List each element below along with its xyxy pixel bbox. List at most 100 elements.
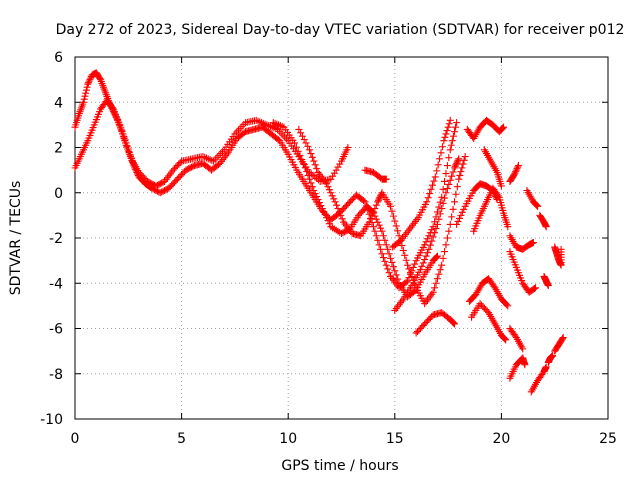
data-point — [542, 363, 550, 371]
x-tick-label: 10 — [279, 431, 297, 447]
data-point — [324, 217, 332, 225]
data-point — [441, 133, 449, 141]
data-point — [124, 145, 132, 153]
series-track-f — [361, 166, 390, 183]
data-point — [442, 189, 450, 197]
series-track-d — [295, 125, 469, 308]
data-point — [453, 159, 461, 167]
data-point — [504, 302, 512, 310]
data-point — [266, 122, 274, 130]
data-point — [258, 119, 266, 127]
data-point — [438, 205, 446, 213]
data-point — [423, 198, 431, 206]
data-point — [329, 172, 337, 180]
data-point — [125, 148, 133, 156]
data-point — [514, 163, 522, 171]
data-point — [332, 226, 340, 234]
data-point — [384, 245, 392, 253]
data-point — [269, 119, 277, 127]
data-point — [297, 129, 305, 137]
data-point — [532, 201, 540, 209]
data-point — [86, 76, 94, 84]
data-point — [500, 123, 508, 131]
data-point — [336, 160, 344, 168]
data-point — [382, 261, 390, 269]
data-point — [303, 168, 311, 176]
data-point — [404, 277, 412, 285]
data-point — [443, 162, 451, 170]
data-point — [307, 150, 315, 158]
data-point — [329, 224, 337, 232]
data-point — [500, 334, 508, 342]
data-point — [450, 164, 458, 172]
x-tick-label: 25 — [599, 431, 617, 447]
data-point — [387, 202, 395, 210]
data-point — [408, 272, 416, 280]
data-point — [382, 241, 390, 249]
data-point — [389, 263, 397, 271]
data-point — [446, 146, 454, 154]
data-point — [457, 211, 465, 219]
data-point — [425, 245, 433, 253]
data-point — [302, 139, 310, 147]
data-point — [433, 253, 441, 261]
data-point — [272, 125, 280, 133]
data-point — [426, 190, 434, 198]
data-points — [71, 69, 567, 396]
series-track-z — [551, 334, 567, 355]
data-point — [422, 238, 430, 246]
data-point — [559, 335, 567, 343]
data-point — [384, 265, 392, 273]
series-track-q — [506, 248, 540, 296]
data-point — [372, 201, 380, 209]
data-point — [311, 173, 319, 181]
data-point — [273, 120, 281, 128]
data-point — [296, 151, 304, 159]
data-point — [334, 205, 342, 213]
data-point — [392, 271, 400, 279]
data-point — [275, 121, 283, 129]
data-point — [292, 143, 300, 151]
data-point — [119, 130, 127, 138]
data-point — [401, 251, 409, 259]
series-track-l — [468, 300, 510, 344]
data-point — [450, 128, 458, 136]
data-point — [431, 229, 439, 237]
x-tick-label: 0 — [71, 431, 80, 447]
data-point — [127, 154, 135, 162]
data-point — [238, 122, 246, 130]
data-point — [423, 235, 431, 243]
data-point — [328, 192, 336, 200]
data-point — [372, 232, 380, 240]
data-point — [211, 155, 219, 163]
data-point — [314, 196, 322, 204]
data-point — [418, 262, 426, 270]
data-point — [311, 190, 319, 198]
data-point — [494, 192, 502, 200]
data-point — [270, 124, 278, 132]
series-track-b — [71, 96, 352, 190]
data-point — [429, 233, 437, 241]
y-tick-label: -8 — [49, 367, 63, 383]
data-point — [428, 237, 436, 245]
data-point — [559, 334, 567, 342]
data-point — [448, 137, 456, 145]
data-point — [335, 208, 343, 216]
data-point — [446, 176, 454, 184]
data-point — [519, 345, 527, 353]
series-track-s — [506, 354, 529, 382]
data-point — [315, 199, 323, 207]
data-point — [423, 249, 431, 257]
data-point — [435, 270, 443, 278]
data-point — [446, 220, 454, 228]
data-point — [498, 125, 506, 133]
data-point — [459, 160, 467, 168]
data-point — [295, 125, 303, 133]
data-point — [451, 162, 459, 170]
data-point — [278, 122, 286, 130]
data-point — [374, 196, 382, 204]
data-point — [438, 143, 446, 151]
series-track-p — [506, 232, 537, 253]
data-point — [428, 181, 436, 189]
data-point — [449, 132, 457, 140]
